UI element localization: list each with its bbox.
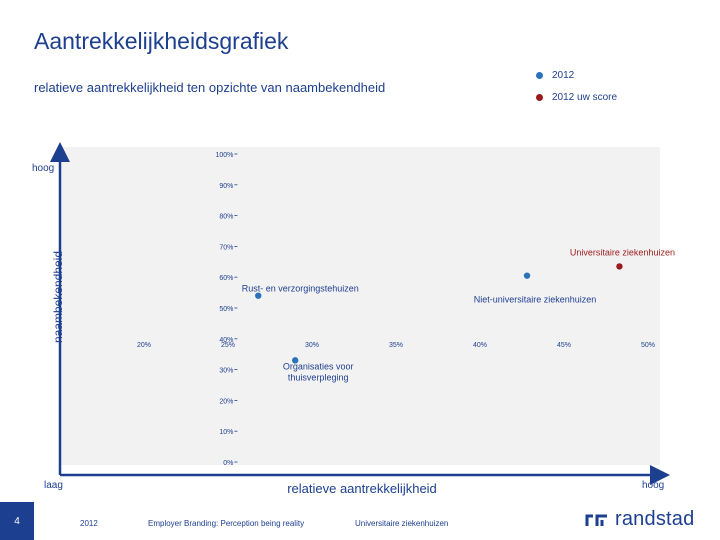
chart-plot-area <box>60 147 660 465</box>
legend-marker-2012 <box>536 71 543 79</box>
point-label: Universitaire ziekenhuizen <box>570 247 675 257</box>
legend-item-2012: 2012 <box>536 64 617 86</box>
scatter-point <box>255 292 262 299</box>
chart-legend: 2012 2012 uw score <box>536 64 617 108</box>
x-high-label: hoog <box>642 480 664 491</box>
page-number: 4 <box>0 502 34 540</box>
y-tick-label: 0% <box>223 460 233 467</box>
y-tick-label: 60% <box>219 275 233 282</box>
y-tick-label: 80% <box>219 214 233 221</box>
y-tick-label: 40% <box>219 337 233 344</box>
randstad-logo-icon <box>585 514 607 526</box>
y-tick-label: 70% <box>219 244 233 251</box>
page-title: Aantrekkelijkheidsgrafiek <box>34 28 289 54</box>
legend-label-uw-score: 2012 uw score <box>552 91 618 103</box>
y-axis-label: naambekendheid <box>51 251 65 343</box>
x-tick-label: 25% <box>221 342 235 349</box>
legend-label-2012: 2012 <box>552 69 575 81</box>
footer-year: 2012 <box>80 519 98 528</box>
x-tick-label: 20% <box>137 342 151 349</box>
y-high-label: hoog <box>32 163 54 174</box>
x-low-label: laag <box>44 480 63 491</box>
y-tick-label: 20% <box>219 398 233 405</box>
y-tick-label: 10% <box>219 429 233 436</box>
point-label: Niet-universitaire ziekenhuizen <box>474 295 597 305</box>
footer-sector: Universitaire ziekenhuizen <box>355 519 449 528</box>
scatter-point <box>616 263 623 270</box>
x-tick-label: 30% <box>305 342 319 349</box>
x-tick-label: 35% <box>389 342 403 349</box>
scatter-point <box>523 272 531 279</box>
x-tick-label: 50% <box>641 342 655 349</box>
page-subtitle: relatieve aantrekkelijkheid ten opzichte… <box>34 80 386 95</box>
point-label: Rust- en verzorgingstehuizen <box>242 284 359 294</box>
point-label: Organisaties voor thuisverpleging <box>283 361 354 382</box>
x-axis-label: relatieve aantrekkelijkheid <box>287 481 437 496</box>
x-tick-label: 40% <box>473 342 487 349</box>
scatter-point <box>292 357 299 364</box>
y-tick-label: 50% <box>219 306 233 313</box>
x-tick-label: 45% <box>557 342 571 349</box>
footer-report-title: Employer Branding: Perception being real… <box>148 519 305 528</box>
randstad-logo-text: randstad <box>615 507 695 530</box>
y-tick-label: 100% <box>215 152 233 159</box>
legend-item-uw-score: 2012 uw score <box>536 86 617 108</box>
y-tick-label: 90% <box>219 183 233 190</box>
legend-marker-uw-score <box>536 93 543 101</box>
randstad-logo: randstad <box>585 506 694 532</box>
y-tick-label: 30% <box>219 368 233 375</box>
